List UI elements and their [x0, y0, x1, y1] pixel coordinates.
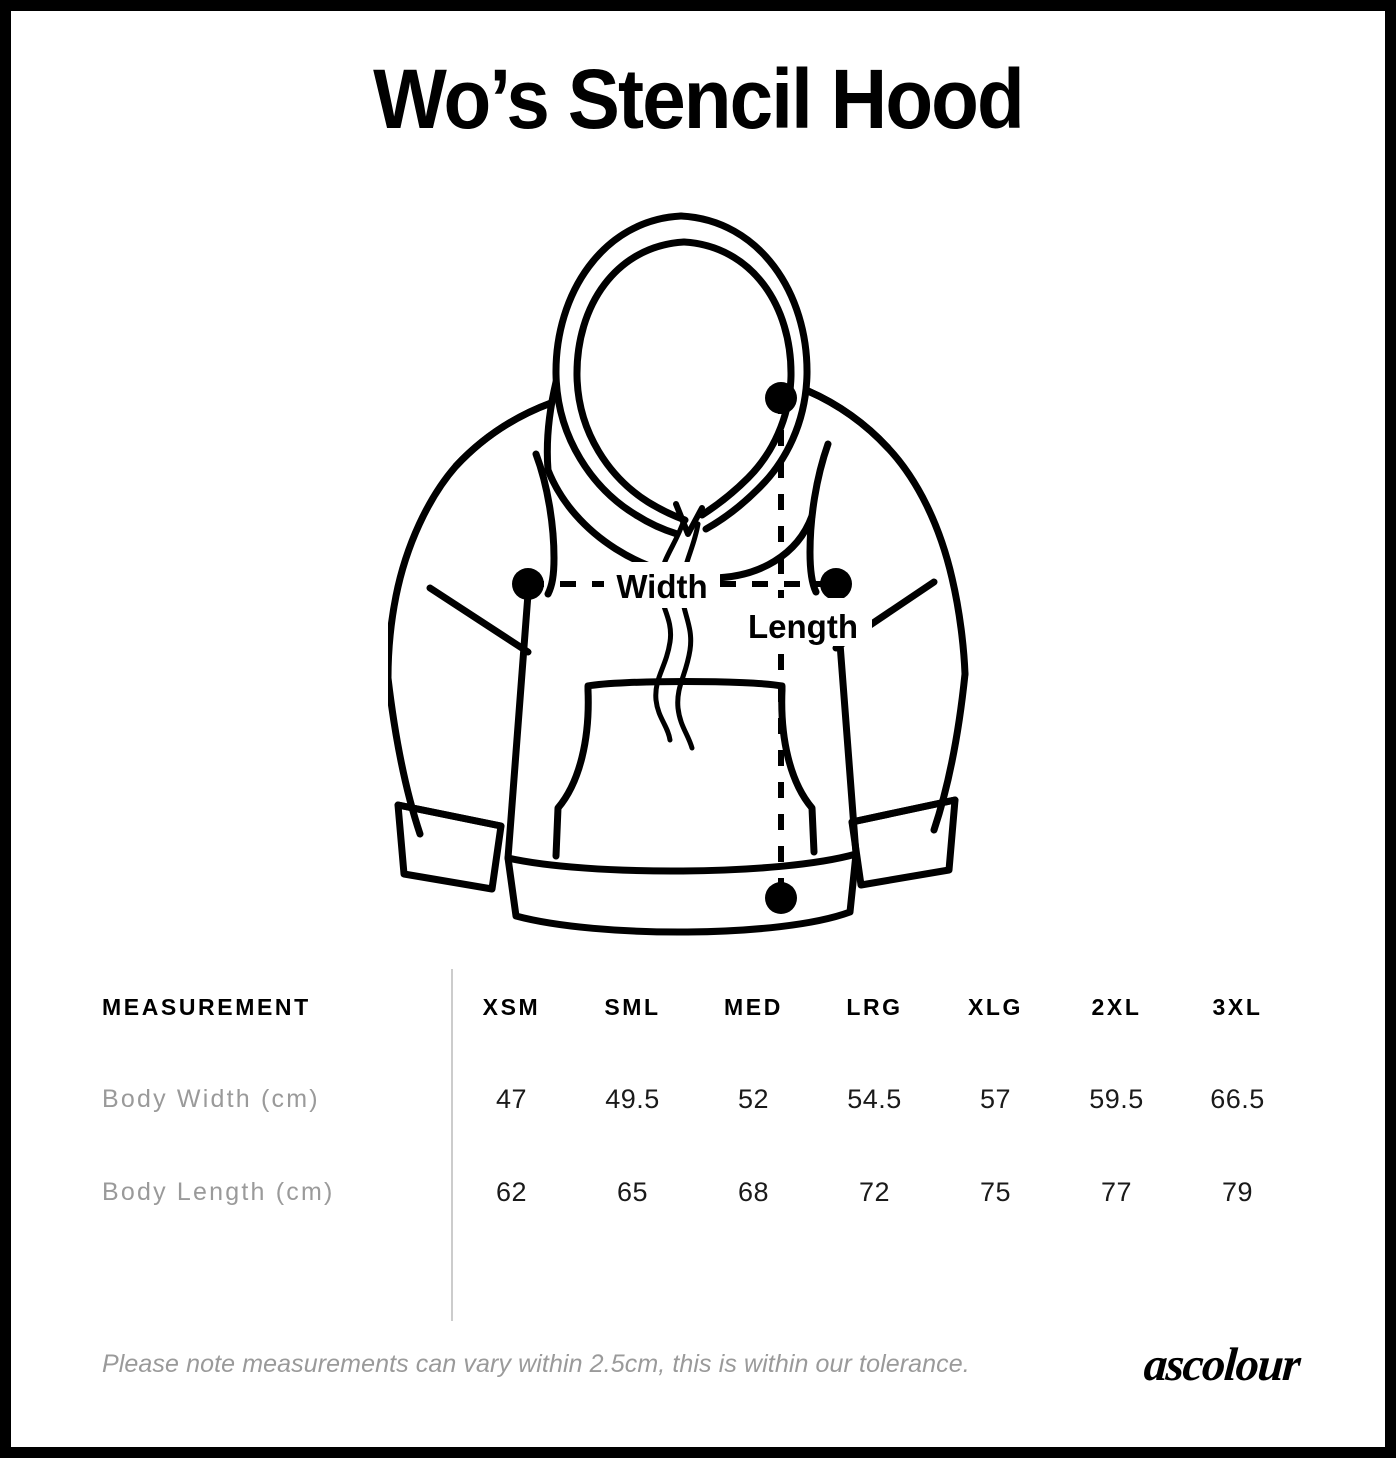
drawstring-left [653, 517, 687, 743]
hood-neckline [543, 378, 816, 582]
header-size-sml: SML [604, 993, 661, 1020]
cell-body-width-2xl: 59.5 [1089, 1084, 1144, 1114]
hoodie-diagram-svg: Width Length [388, 212, 969, 936]
pocket-right-edge [778, 686, 818, 856]
cell-body-length-lrg: 72 [858, 1177, 891, 1207]
length-label: Length [748, 608, 858, 645]
hood-inner-left [573, 238, 689, 524]
header-spacer [1298, 961, 1385, 1053]
header-size-3xl: 3XL [1212, 993, 1263, 1020]
width-marker-right [820, 568, 852, 600]
cuff-left [394, 801, 505, 893]
header-size-xsm: XSM [482, 993, 541, 1020]
row-label-body-width: Body Width (cm) [102, 1085, 320, 1113]
table-row: Body Length (cm) 62 65 68 72 75 77 79 [11, 1146, 1385, 1239]
cell-body-length-3xl: 79 [1221, 1177, 1254, 1207]
cell-body-length-xsm: 62 [495, 1177, 528, 1207]
header-size-2xl: 2XL [1091, 993, 1142, 1020]
header-size-xlg: XLG [967, 993, 1024, 1020]
cell-body-width-xlg: 57 [979, 1084, 1012, 1114]
header-measurement: MEASUREMENT [102, 993, 311, 1020]
ascolour-logo: ascolour [1142, 1339, 1301, 1391]
cell-body-length-med: 68 [737, 1177, 770, 1207]
cell-body-length-xlg: 75 [979, 1177, 1012, 1207]
row-spacer [1298, 1146, 1385, 1239]
sleeve-inner-right [930, 670, 969, 834]
drawstring-right [675, 521, 701, 751]
pocket-left-edge [552, 686, 592, 860]
hem-band [504, 850, 860, 936]
cell-body-width-sml: 49.5 [605, 1084, 660, 1114]
tolerance-note: Please note measurements can vary within… [102, 1350, 970, 1378]
hem-top-line [504, 850, 860, 875]
length-marker-top [765, 382, 797, 414]
armhole-seam-right [806, 440, 832, 596]
table-header-row: MEASUREMENT XSM SML MED LRG XLG 2XL 3XL [11, 961, 1385, 1053]
side-seam-left [504, 590, 532, 862]
width-label: Width [616, 568, 707, 605]
cell-body-width-3xl: 66.5 [1210, 1084, 1265, 1114]
cuff-right [848, 796, 959, 889]
armhole-seam-left [532, 450, 558, 598]
cell-body-length-2xl: 77 [1100, 1177, 1133, 1207]
neck-v-detail [673, 501, 705, 537]
length-marker-bottom [765, 882, 797, 914]
measurements-table-wrap: MEASUREMENT XSM SML MED LRG XLG 2XL 3XL … [11, 961, 1385, 1331]
header-size-lrg: LRG [846, 993, 903, 1020]
width-marker-left [512, 568, 544, 600]
hood-outer-left [552, 212, 685, 538]
measurements-table: MEASUREMENT XSM SML MED LRG XLG 2XL 3XL … [11, 961, 1385, 1239]
row-spacer [1298, 1053, 1385, 1146]
hoodie-illustration: Width Length [11, 186, 1385, 946]
page-title: Wo’s Stencil Hood [373, 52, 1025, 146]
cell-body-width-med: 52 [737, 1084, 770, 1114]
header-size-med: MED [724, 993, 783, 1020]
pocket-top [584, 678, 786, 694]
measurement-markers [512, 382, 852, 914]
sleeve-outer-right [804, 387, 969, 678]
sleeve-outer-left [388, 399, 555, 682]
label-knockouts [604, 562, 872, 646]
sleeve-fold-left [426, 584, 532, 656]
cell-body-width-lrg: 54.5 [847, 1084, 902, 1114]
sleeve-inner-left [388, 674, 424, 838]
hood-outer-right [677, 212, 811, 533]
cell-body-width-xsm: 47 [495, 1084, 528, 1114]
row-label-body-length: Body Length (cm) [102, 1178, 335, 1206]
cell-body-length-sml: 65 [616, 1177, 649, 1207]
table-vertical-divider [451, 969, 453, 1321]
table-row: Body Width (cm) 47 49.5 52 54.5 57 59.5 … [11, 1053, 1385, 1146]
